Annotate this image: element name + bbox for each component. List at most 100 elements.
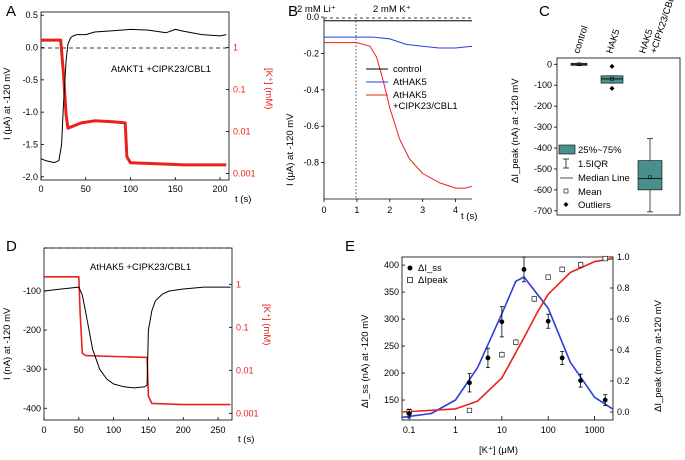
panel-d-xlabel: t (s) (238, 434, 254, 445)
y-tick-label: 0.0 (25, 43, 38, 53)
panel-b-condition-k: 2 mM K⁺ (373, 4, 411, 15)
y-tick-label: 150 (384, 395, 399, 405)
panel-a-frame (40, 11, 230, 181)
ipeak-point (559, 266, 565, 273)
right-tick-label: 0.01 (236, 365, 254, 375)
y-tick-label: -0.8 (303, 158, 319, 168)
y-tick-label: 350 (384, 287, 399, 297)
legend-whisker-label: 1.5IQR (578, 159, 608, 170)
right-tick-label: 0.1 (236, 322, 249, 332)
right-tick-label: 1 (233, 42, 238, 52)
panel-b-letter: B (288, 3, 298, 20)
outlier-marker (609, 85, 615, 91)
right-tick-label: 0.001 (233, 168, 256, 178)
category-control: control (571, 24, 590, 55)
right-tick-label: 0.8 (617, 283, 630, 293)
iss-fit-curve (401, 276, 614, 419)
hak5-trace (324, 36, 473, 49)
y-tick-label: -100 (23, 286, 41, 296)
ipeak-point (602, 255, 608, 262)
x-tick-label: 0.1 (403, 425, 416, 435)
panel-a: A 0 50 100 150 200 0.5 0.0 -0.5 -1.0 -1.5 -2.0 1 0.1… (2, 3, 274, 205)
y-tick-label: -100 (534, 80, 552, 90)
y-tick-label: 0.0 (306, 12, 319, 22)
panel-c-frame (556, 57, 681, 216)
legend-iqr-swatch (558, 144, 576, 155)
panel-e-frame (401, 256, 614, 421)
iqr-box (600, 75, 624, 84)
right-tick-label: 0.1 (233, 84, 246, 94)
legend-iqr-label: 25%~75% (578, 145, 622, 156)
category-hak5-cipk-line2: +CIPK23/CBL1 (648, 0, 678, 55)
panel-c-letter: C (539, 3, 550, 20)
panel-d-ylabel-left: I (nA) at -120 mV (2, 307, 13, 380)
iss-point (578, 378, 584, 383)
right-tick-label: 1 (236, 279, 241, 289)
current-trace (40, 28, 227, 164)
panel-e-ylabel-left: ΔI_ss (nA) at -120 mV (360, 314, 371, 408)
panel-b: B 2 mM Li⁺ 2 mM K⁺ 0 1 2 3 4 0.0 -0.2 -0.4 -0.6 -… (285, 3, 477, 222)
right-tick-label: 0.01 (233, 126, 251, 136)
right-tick-label: 0.2 (617, 376, 630, 386)
legend-ipeak-marker (407, 277, 413, 283)
x-tick-label: 10 (497, 425, 507, 435)
x-tick-label: 1 (453, 425, 458, 435)
y-tick-label: -300 (23, 364, 41, 374)
ipeak-point (578, 262, 584, 268)
y-tick-label: 300 (384, 314, 399, 324)
legend-outlier-label: Outliers (578, 200, 611, 211)
legend-ipeak-label: ΔIpeak (418, 275, 448, 286)
legend-label-hak5: AtHAK5 (393, 77, 427, 88)
x-tick-label: 1000 (585, 425, 605, 435)
panel-d-frame (43, 247, 233, 421)
x-tick-label: 0 (41, 425, 46, 435)
y-tick-label: 200 (384, 368, 399, 378)
y-tick-label: 0.5 (25, 10, 38, 20)
y-tick-label: -200 (534, 101, 552, 111)
panel-b-condition-li: 2 mM Li⁺ (297, 4, 336, 15)
iss-point (602, 397, 608, 403)
x-tick-label: 150 (141, 425, 156, 435)
y-tick-label: -500 (534, 164, 552, 174)
mean-marker (610, 77, 614, 81)
legend-mean-label: Mean (578, 187, 602, 198)
legend-iss-label: ΔI_ss (418, 263, 442, 274)
x-tick-label: 50 (74, 425, 84, 435)
iss-point (485, 355, 491, 361)
x-tick-label: 100 (106, 425, 121, 435)
y-tick-label: 400 (384, 260, 399, 270)
x-tick-label: 250 (211, 425, 226, 435)
legend-label-hak5-cipk-2: +CIPK23/CBL1 (393, 101, 458, 112)
y-tick-label: -400 (23, 403, 41, 413)
iqr-box (637, 160, 663, 191)
panel-b-ylabel: I (μA) at -120 mV (285, 113, 296, 186)
panel-e-legend: ΔI_ss ΔIpeak (407, 263, 448, 286)
legend-iss-marker (407, 265, 413, 271)
iss-point (467, 380, 472, 386)
iss-point (559, 355, 565, 361)
ipeak-point (499, 352, 505, 358)
y-tick-label: -700 (534, 206, 552, 216)
y-tick-label: -2.0 (22, 172, 38, 182)
x-tick-label: 0 (38, 184, 43, 194)
panel-c-ylabel: ΔI_peak (nA) at -120 mV (510, 78, 521, 183)
y-tick-label: -300 (534, 122, 552, 132)
panel-d-ylabel-right: [K⁺] (mM) (261, 304, 272, 345)
right-tick-label: 0.0 (617, 407, 630, 417)
y-tick-label: -0.6 (303, 121, 319, 131)
x-tick-label: 3 (420, 205, 425, 215)
iss-point (499, 319, 505, 325)
legend-whisker-icon (563, 158, 569, 169)
y-tick-label: 0 (547, 59, 552, 69)
legend-label-control: control (393, 64, 422, 75)
panel-e-xlabel: [K⁺] (μM) (479, 445, 518, 456)
panel-c: C control HAK5 HAK5 +CIPK23/CBL1 0-100-2… (510, 0, 681, 216)
mean-marker (577, 62, 581, 67)
panel-c-legend: 25%~75% 1.5IQR Median Line Mean Outliers (558, 144, 630, 211)
legend-mean-icon (563, 188, 569, 194)
category-hak5: HAK5 (604, 28, 622, 55)
ipeak-point (466, 407, 473, 414)
current-trace (43, 286, 231, 389)
legend-median-label: Median Line (578, 173, 630, 184)
